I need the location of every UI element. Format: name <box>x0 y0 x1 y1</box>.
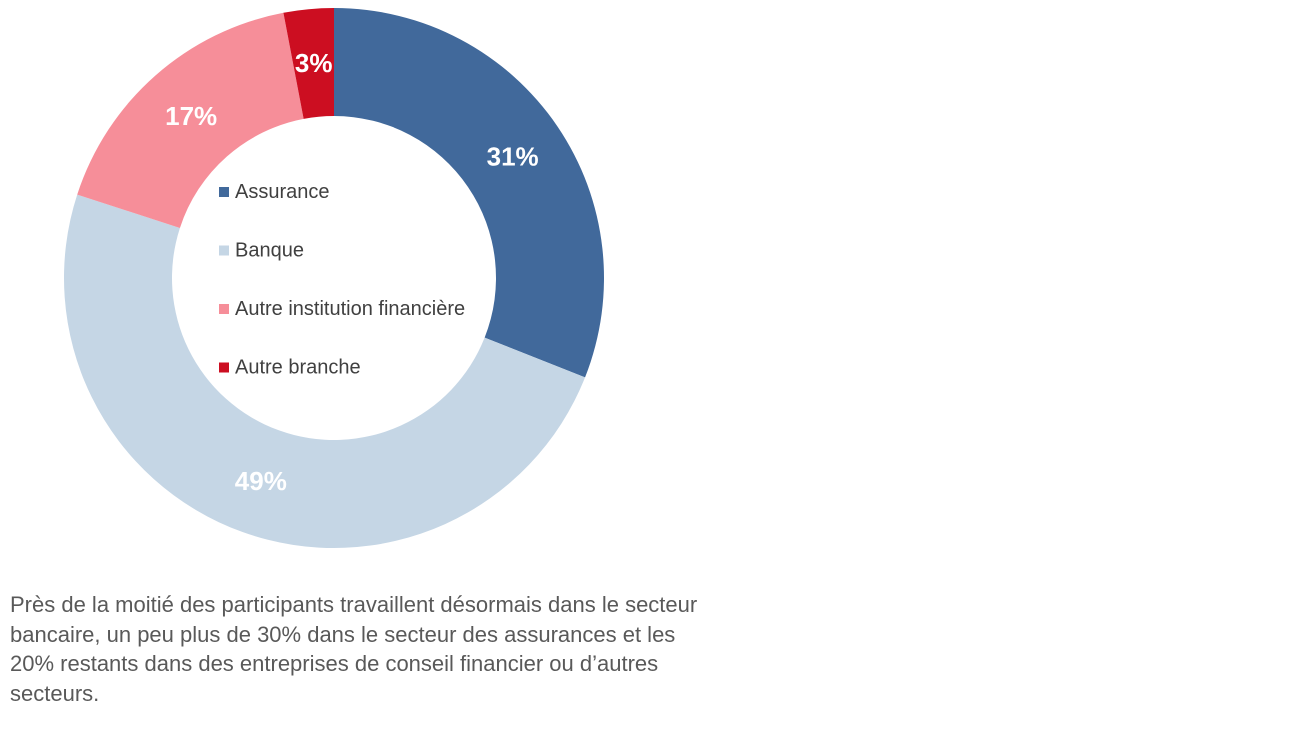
data-label-autre-branche: 3% <box>295 48 333 78</box>
legend-item-banque: Banque <box>219 240 304 262</box>
legend-item-autre-institution-financiere: Autre institution financière <box>219 298 465 320</box>
chart-caption: Près de la moitié des participants trava… <box>10 592 698 706</box>
legend-label-autre-branche: Autre branche <box>235 357 361 379</box>
data-label-assurance: 31% <box>487 142 539 172</box>
legend-swatch-assurance <box>219 187 229 197</box>
donut-slice-autre-institution-financiere <box>77 12 304 228</box>
donut-data-labels: 31% 49% 17% 3% <box>165 48 539 496</box>
legend-label-assurance: Assurance <box>235 181 330 203</box>
donut-slice-assurance <box>334 8 604 378</box>
data-label-banque: 49% <box>235 466 287 496</box>
donut-slice-banque <box>63 194 586 549</box>
legend-label-banque: Banque <box>235 240 304 262</box>
legend-item-autre-branche: Autre branche <box>219 357 361 379</box>
chart-legend: Assurance Banque Autre institution financi… <box>219 181 465 379</box>
donut-slice-autre-branche <box>283 8 334 119</box>
donut-slices <box>63 8 604 549</box>
legend-item-assurance: Assurance <box>219 181 330 203</box>
legend-swatch-banque <box>219 245 229 256</box>
donut-chart: 31% 49% 17% 3% Assurance Banque Autre institu… <box>63 8 604 549</box>
data-label-autre-institution-financiere: 17% <box>165 101 217 131</box>
legend-label-autre-institution-financiere: Autre institution financière <box>235 298 465 320</box>
legend-swatch-autre-institution-financiere <box>219 304 229 314</box>
legend-swatch-autre-branche <box>219 362 229 373</box>
